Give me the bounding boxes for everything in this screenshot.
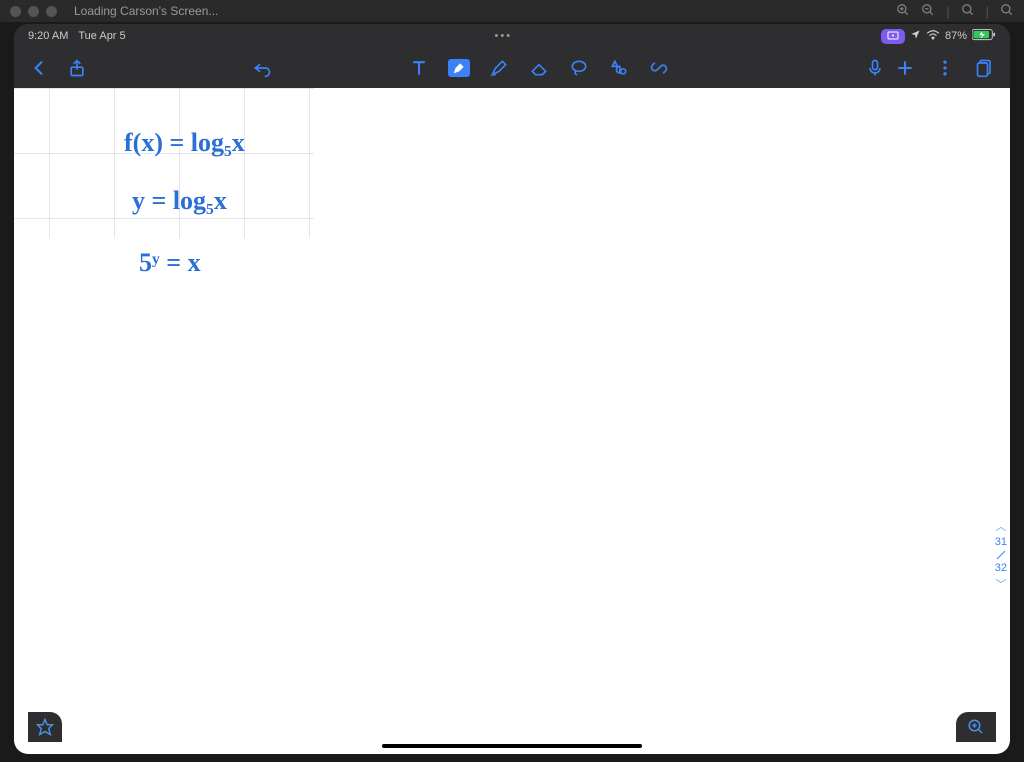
zoom-in-button[interactable] xyxy=(956,712,996,742)
canvas[interactable]: f(x) = log₅x y = log₅x 5ʸ = x ︿ 31 32 ﹀ xyxy=(14,88,1010,754)
close-window-button[interactable] xyxy=(10,6,21,17)
home-indicator[interactable] xyxy=(382,744,642,748)
ipad-frame: 9:20 AM Tue Apr 5 ••• 87% xyxy=(14,24,1010,754)
battery-percent: 87% xyxy=(945,30,967,42)
pages-button[interactable] xyxy=(974,57,996,79)
text-tool[interactable] xyxy=(408,57,430,79)
multitask-dots-icon[interactable]: ••• xyxy=(126,30,881,42)
titlebar-right-icons: | | xyxy=(896,3,1014,20)
shapes-tool[interactable] xyxy=(608,57,630,79)
minimize-window-button[interactable] xyxy=(28,6,39,17)
ipad-statusbar: 9:20 AM Tue Apr 5 ••• 87% xyxy=(14,24,1010,48)
add-button[interactable] xyxy=(894,57,916,79)
page-indicator[interactable]: ︿ 31 32 ﹀ xyxy=(995,518,1007,592)
wifi-icon xyxy=(926,29,940,43)
magnify-plus-icon[interactable] xyxy=(896,3,910,20)
mac-titlebar: Loading Carson's Screen... | | xyxy=(0,0,1024,22)
handwriting-line-1: f(x) = log₅x xyxy=(124,128,245,158)
magnify-icon-2[interactable] xyxy=(1000,3,1014,20)
back-button[interactable] xyxy=(28,57,50,79)
handwriting-line-2: y = log₅x xyxy=(132,186,227,216)
battery-icon xyxy=(972,29,996,44)
window-title: Loading Carson's Screen... xyxy=(74,4,218,18)
undo-button[interactable] xyxy=(251,57,273,79)
highlighter-tool[interactable] xyxy=(488,57,510,79)
magnify-minus-icon[interactable] xyxy=(921,3,935,20)
location-icon xyxy=(910,29,921,43)
eraser-tool[interactable] xyxy=(528,57,550,79)
current-page: 31 xyxy=(995,536,1007,548)
app-toolbar xyxy=(14,48,1010,88)
status-date: Tue Apr 5 xyxy=(78,30,125,42)
chevron-down-icon[interactable]: ﹀ xyxy=(995,576,1006,592)
pen-tool[interactable] xyxy=(448,57,470,79)
chevron-up-icon[interactable]: ︿ xyxy=(995,518,1006,534)
total-pages: 32 xyxy=(995,562,1007,574)
screencast-badge[interactable] xyxy=(881,29,905,44)
magnify-icon[interactable] xyxy=(961,3,975,20)
share-button[interactable] xyxy=(66,57,88,79)
maximize-window-button[interactable] xyxy=(46,6,57,17)
more-button[interactable] xyxy=(934,57,956,79)
favorite-button[interactable] xyxy=(28,712,62,742)
microphone-button[interactable] xyxy=(864,57,886,79)
status-time: 9:20 AM xyxy=(28,30,68,42)
link-tool[interactable] xyxy=(648,57,670,79)
lasso-tool[interactable] xyxy=(568,57,590,79)
handwriting-line-3: 5ʸ = x xyxy=(139,248,201,278)
